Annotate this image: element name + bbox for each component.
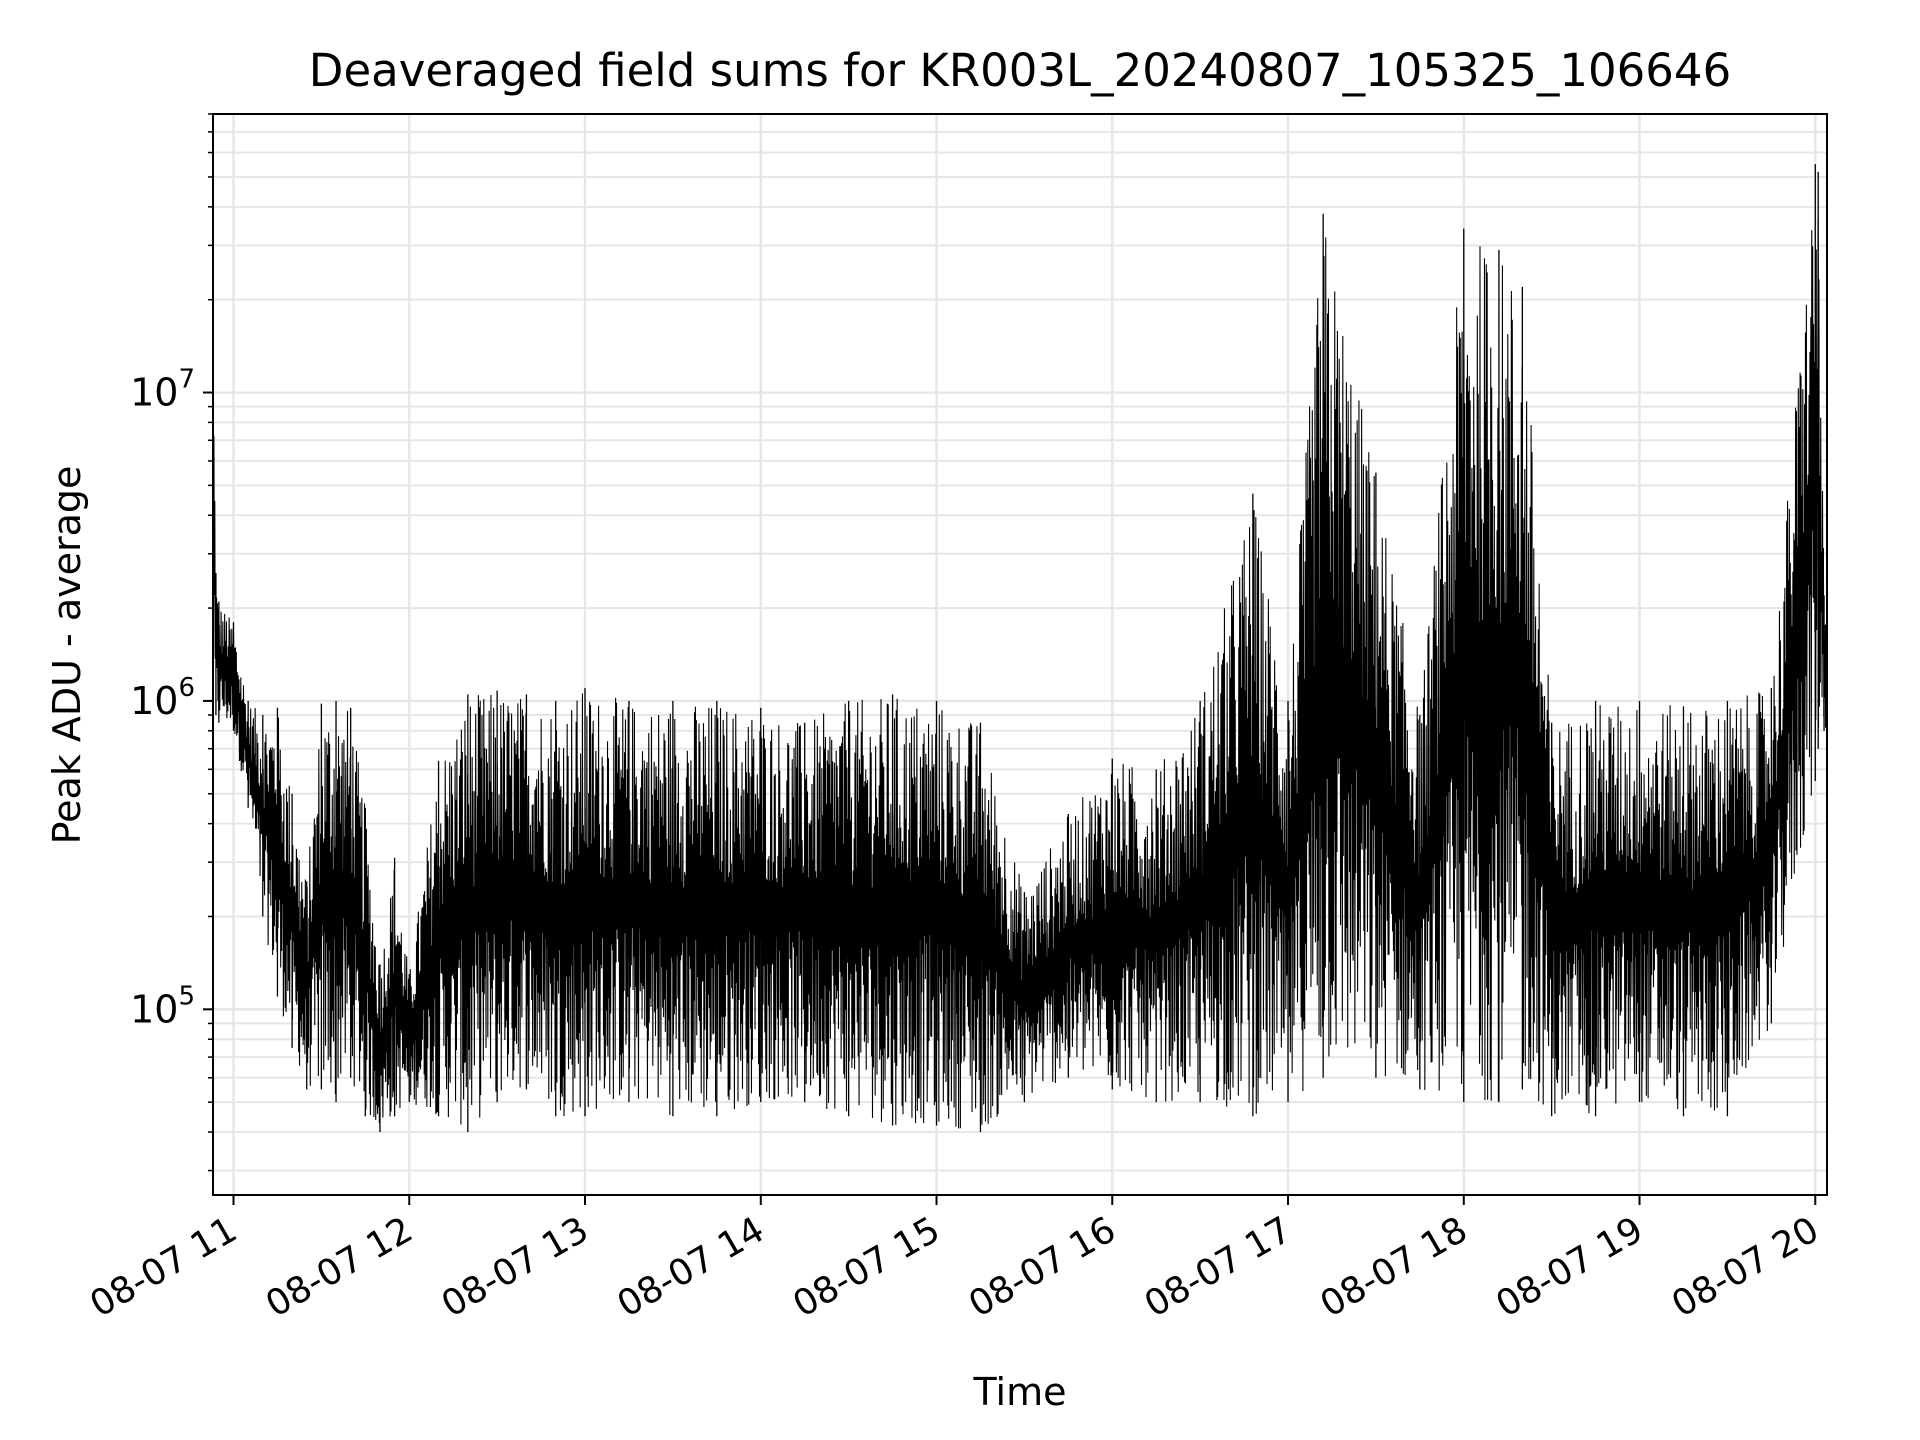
y-axis-label: Peak ADU - average [45, 466, 89, 845]
x-axis-label: Time [973, 1370, 1067, 1414]
plot-frame [212, 113, 1828, 1196]
y-axis: 105 106 107 [130, 113, 213, 1172]
y-tick-label: 106 [130, 673, 195, 723]
series-layer [212, 164, 1828, 1133]
y-tick-label: 105 [130, 981, 195, 1031]
plot-area [212, 113, 1828, 1196]
series-line [212, 217, 1828, 1129]
y-tick-label: 107 [130, 365, 195, 415]
chart-title: Deaveraged field sums for KR003L_2024080… [309, 44, 1731, 97]
